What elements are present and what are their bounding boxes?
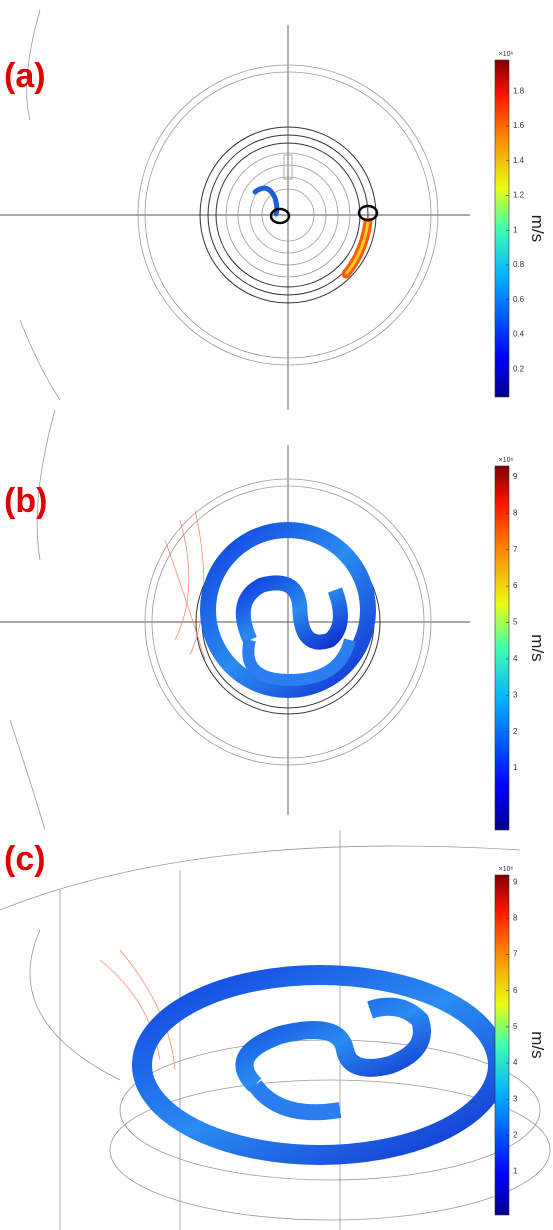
colorbar-tick-label: 4 xyxy=(513,654,518,663)
panel-label: (b) xyxy=(4,482,47,520)
colorbar-tick-label: 0.8 xyxy=(513,260,525,269)
colorbar-tick-label: 9 xyxy=(513,472,518,481)
colorbar-tick-label: 7 xyxy=(513,545,518,554)
colorbar xyxy=(495,60,509,397)
colorbar-tick-label: 1.2 xyxy=(513,191,525,200)
colorbar-exponent: ×10⁶ xyxy=(499,866,514,873)
colorbar-tick-label: 8 xyxy=(513,508,518,517)
colorbar-tick-label: 0.6 xyxy=(513,295,525,304)
colorbar-tick-label: 9 xyxy=(513,877,518,886)
colorbar-tick-label: 1.4 xyxy=(513,156,525,165)
colorbar-tick-label: 1 xyxy=(513,225,518,234)
colorbar-tick-label: 6 xyxy=(513,986,518,995)
figure: (a) (b) (c) 0.2 0.4 0.6 0.8 1 1.2 1.4 1.6 1.8 ×10… xyxy=(0,0,553,1230)
colorbar-tick-label: 5 xyxy=(513,1022,518,1031)
colorbar-tick-label: 5 xyxy=(513,618,518,627)
colorbar-tick-label: 2 xyxy=(513,1131,518,1140)
colorbar-tick-label: 1.8 xyxy=(513,86,525,95)
panel-label: (c) xyxy=(4,840,46,878)
colorbar-tick-label: 0.2 xyxy=(513,364,525,373)
colorbar-unit: m/s xyxy=(528,634,547,661)
colorbar-tick-label: 7 xyxy=(513,950,518,959)
panel-b-drawing xyxy=(0,410,470,830)
colorbar-tick-label: 3 xyxy=(513,690,518,699)
colorbar-unit: m/s xyxy=(528,215,547,242)
colorbar xyxy=(495,466,509,830)
colorbar xyxy=(495,875,509,1215)
panel-a-drawing xyxy=(0,10,470,410)
colorbar-tick-label: 6 xyxy=(513,581,518,590)
colorbar-tick-label: 3 xyxy=(513,1094,518,1103)
colorbar-tick-label: 0.4 xyxy=(513,330,525,339)
colorbar-exponent: ×10⁶ xyxy=(499,51,514,58)
panel-label: (a) xyxy=(4,57,46,95)
panel-c-drawing xyxy=(0,830,550,1230)
colorbar-exponent: ×10⁶ xyxy=(499,457,514,464)
colorbar-tick-label: 1.6 xyxy=(513,121,525,130)
colorbar-tick-label: 2 xyxy=(513,727,518,736)
colorbar-tick-label: 8 xyxy=(513,914,518,923)
colorbar-tick-label: 1 xyxy=(513,1167,518,1176)
colorbar-tick-label: 4 xyxy=(513,1058,518,1067)
colorbar-unit: m/s xyxy=(528,1031,547,1058)
colorbar-tick-label: 1 xyxy=(513,763,518,772)
